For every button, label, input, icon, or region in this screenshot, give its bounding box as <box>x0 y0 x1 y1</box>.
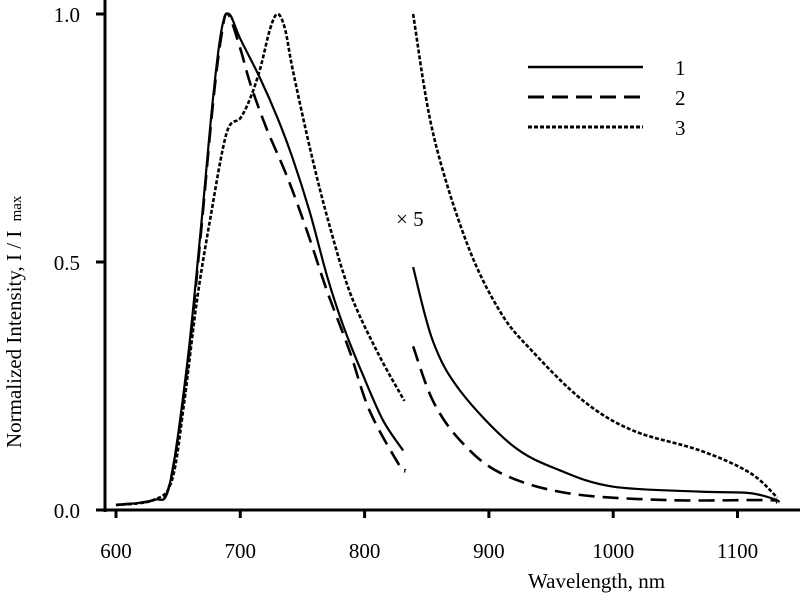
y-ticks: 0.0 0.5 1.0 <box>54 3 105 523</box>
y-axis-title: Normalized Intensity, I / I max <box>2 195 26 448</box>
scale-annotation: × 5 <box>396 207 424 231</box>
y-tick-label: 0.5 <box>54 251 80 275</box>
x-tick-label: 600 <box>100 539 132 563</box>
series-1-line-segment-1 <box>115 12 405 507</box>
x-tick-label: 900 <box>473 539 505 563</box>
series-lines <box>115 12 780 507</box>
y-tick-label: 1.0 <box>54 3 80 27</box>
series-3-line-segment-1 <box>115 12 406 507</box>
y-tick-label: 0.0 <box>54 499 80 523</box>
series-2-line-segment-2 <box>411 345 780 504</box>
x-tick-label: 1100 <box>717 539 758 563</box>
legend: 1 2 3 <box>528 56 686 140</box>
x-tick-label: 800 <box>349 539 381 563</box>
x-ticks: 600 700 800 900 1000 1100 <box>100 510 758 563</box>
series-2-line-segment-1 <box>115 12 407 507</box>
legend-label-3: 3 <box>675 116 686 140</box>
x-axis-title: Wavelength, nm <box>528 569 665 593</box>
legend-label-1: 1 <box>675 56 686 80</box>
axes <box>97 0 800 512</box>
x-tick-label: 1000 <box>592 539 634 563</box>
y-axis-title-main: Normalized Intensity, I / I <box>2 231 26 448</box>
series-3-line-segment-2 <box>411 13 779 499</box>
legend-label-2: 2 <box>675 86 686 110</box>
y-axis-title-sub: max <box>9 195 25 221</box>
x-tick-label: 700 <box>225 539 257 563</box>
series-1-line-segment-2 <box>412 266 778 502</box>
